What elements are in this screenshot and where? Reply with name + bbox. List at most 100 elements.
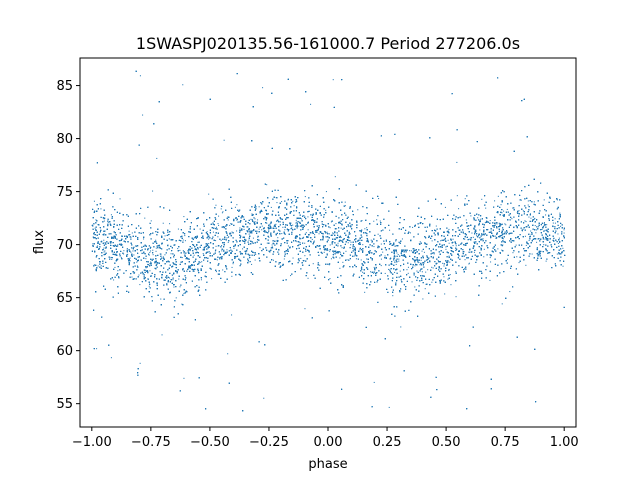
- data-point: [325, 249, 327, 251]
- data-point: [464, 198, 466, 200]
- data-point: [505, 224, 507, 226]
- data-point: [344, 205, 346, 207]
- data-point: [236, 219, 238, 221]
- data-point: [253, 252, 255, 254]
- data-point: [353, 246, 355, 248]
- data-point: [150, 220, 152, 222]
- data-point: [562, 247, 564, 249]
- data-point: [485, 207, 487, 209]
- data-point: [482, 238, 484, 240]
- data-point: [497, 195, 499, 197]
- data-point: [263, 397, 265, 399]
- data-point: [410, 250, 412, 252]
- data-point: [152, 190, 154, 192]
- data-point: [257, 219, 259, 221]
- data-point: [136, 261, 138, 263]
- data-point: [557, 233, 559, 235]
- data-point: [512, 252, 514, 254]
- data-point: [424, 288, 426, 290]
- data-point: [300, 257, 302, 259]
- data-point: [273, 225, 275, 227]
- data-point: [333, 252, 335, 254]
- data-point: [360, 259, 362, 261]
- data-point: [226, 249, 228, 251]
- data-point: [471, 232, 473, 234]
- data-point: [409, 232, 411, 234]
- data-point: [330, 258, 332, 260]
- data-point: [95, 219, 97, 221]
- data-point: [275, 197, 277, 199]
- data-point: [161, 334, 163, 336]
- data-point: [97, 265, 99, 267]
- data-point: [196, 245, 198, 247]
- data-point: [281, 233, 283, 235]
- data-point: [147, 278, 149, 280]
- data-point: [448, 255, 450, 257]
- data-point: [97, 245, 99, 247]
- data-point: [329, 250, 331, 252]
- data-point: [256, 230, 258, 232]
- data-point: [421, 271, 423, 273]
- data-point: [345, 250, 347, 252]
- data-point: [263, 230, 265, 232]
- data-point: [299, 242, 301, 244]
- data-point: [373, 246, 375, 248]
- data-point: [518, 210, 520, 212]
- data-point: [411, 281, 413, 283]
- data-point: [292, 257, 294, 259]
- data-point: [527, 200, 529, 202]
- data-point: [230, 223, 232, 225]
- data-point: [250, 218, 252, 220]
- data-point: [458, 208, 460, 210]
- data-point: [546, 239, 548, 241]
- data-point: [261, 225, 263, 227]
- data-point: [394, 254, 396, 256]
- data-point: [276, 202, 278, 204]
- data-point: [530, 233, 532, 235]
- data-point: [303, 236, 305, 238]
- data-point: [445, 248, 447, 250]
- data-point: [242, 240, 244, 242]
- data-point: [222, 211, 224, 213]
- data-point: [416, 270, 418, 272]
- data-point: [308, 236, 310, 238]
- data-point: [231, 314, 233, 316]
- data-point: [537, 252, 539, 254]
- data-point: [94, 227, 96, 229]
- data-point: [144, 217, 146, 219]
- data-point: [293, 205, 295, 207]
- data-point: [330, 221, 332, 223]
- data-point: [422, 298, 424, 300]
- data-point: [315, 231, 317, 233]
- data-point: [425, 271, 427, 273]
- data-point: [310, 241, 312, 243]
- data-point: [443, 265, 445, 267]
- data-point: [335, 223, 337, 225]
- data-point: [117, 245, 119, 247]
- data-point: [104, 250, 106, 252]
- data-point: [221, 245, 223, 247]
- data-point: [449, 274, 451, 276]
- data-point: [543, 223, 545, 225]
- data-point: [468, 263, 470, 265]
- data-point: [323, 251, 325, 253]
- data-point: [444, 206, 446, 208]
- data-point: [389, 229, 391, 231]
- data-point: [557, 242, 559, 244]
- data-point: [318, 233, 320, 235]
- data-point: [480, 247, 482, 249]
- data-point: [502, 238, 504, 240]
- data-point: [298, 225, 300, 227]
- data-point: [208, 243, 210, 245]
- data-point: [133, 254, 135, 256]
- data-point: [525, 221, 527, 223]
- data-point: [396, 252, 398, 254]
- data-point: [195, 248, 197, 250]
- data-point: [215, 240, 217, 242]
- data-point: [110, 357, 112, 359]
- data-point: [243, 216, 245, 218]
- data-point: [452, 245, 454, 247]
- data-point: [114, 266, 116, 268]
- data-point: [520, 199, 522, 201]
